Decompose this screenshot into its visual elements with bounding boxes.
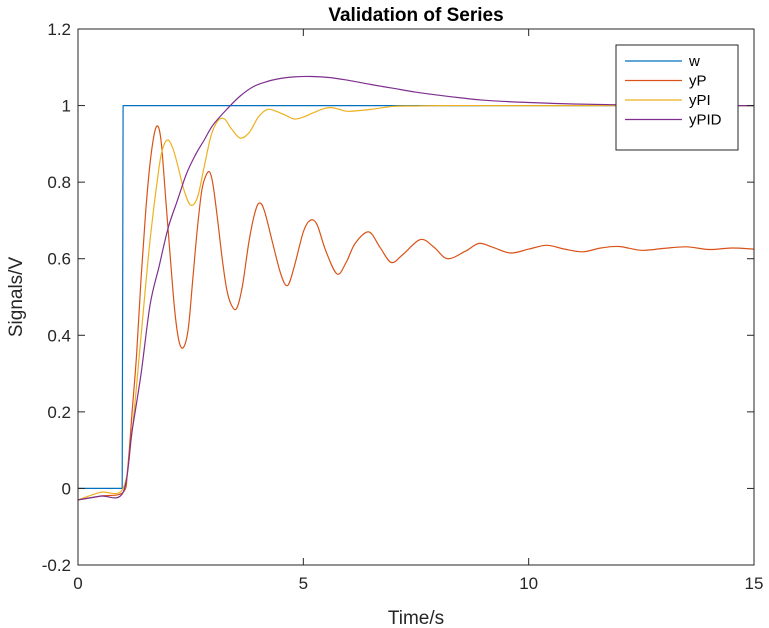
y-tick-label: 1.2 (47, 20, 71, 39)
x-tick-label: 15 (745, 574, 764, 593)
y-axis-title: Signals/V (6, 257, 27, 338)
series-line-ypid (77, 75, 754, 501)
legend-label-ypi: yPI (689, 92, 711, 109)
series-line-ypi (77, 104, 754, 501)
series-layer (77, 75, 755, 501)
legend-label-ypid: yPID (689, 112, 722, 129)
y-tick-label: 0.8 (47, 173, 71, 192)
y-tick-label: 1 (62, 97, 71, 116)
y-tick-label: 0.6 (47, 250, 71, 269)
series-line-yp (77, 125, 755, 501)
y-tick-label: 0 (62, 479, 71, 498)
x-tick-label: 0 (73, 574, 82, 593)
x-tick-label: 10 (519, 574, 538, 593)
legend-label-yp: yP (689, 73, 707, 90)
y-tick-label: -0.2 (42, 556, 71, 575)
y-tick-label: 0.2 (47, 403, 71, 422)
x-tick-label: 5 (299, 574, 308, 593)
legend-box (615, 44, 739, 151)
chart-title: Validation of Series (328, 5, 503, 26)
ticks-layer: 0 5 10 15-0.200.20.40.60.811.2 (42, 20, 764, 593)
legend-label-w: w (688, 53, 700, 70)
plot-box (77, 28, 755, 566)
legend: w yP yPI yPID (615, 44, 739, 151)
y-tick-label: 0.4 (47, 326, 71, 345)
x-axis-title: Time/s (388, 608, 444, 628)
